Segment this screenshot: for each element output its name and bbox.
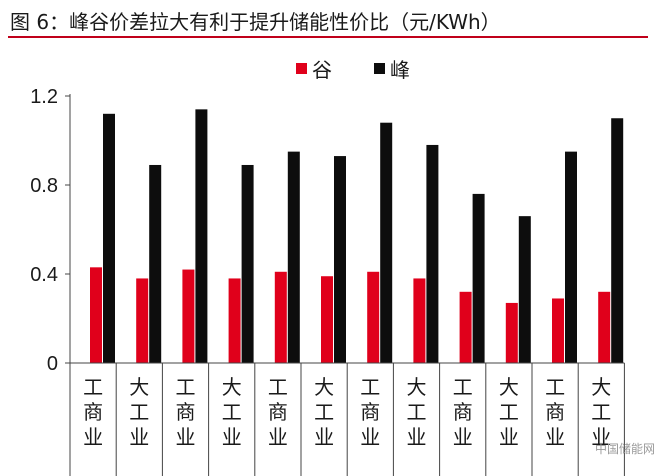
valley-bar [459, 291, 472, 363]
peak-bar [334, 156, 346, 363]
x-category-label: 大工业 [591, 375, 611, 449]
peak-bar [287, 151, 300, 363]
peak-bar [149, 164, 162, 363]
peak-bar [195, 109, 208, 363]
legend-swatch-peak [374, 63, 385, 74]
x-category-label: 工商业 [268, 375, 288, 449]
peak-bar [565, 151, 577, 363]
valley-bar [90, 267, 102, 363]
y-axis: 0 0.4 0.8 1.2 [30, 86, 71, 375]
x-category-label: 大工业 [499, 375, 519, 449]
x-category-label: 工商业 [453, 375, 473, 449]
valley-bar [321, 276, 333, 363]
x-category-label: 大工业 [407, 375, 427, 449]
x-category-label: 大工业 [222, 375, 242, 449]
y-tick-label: 0.4 [30, 264, 58, 286]
x-category-label: 工商业 [360, 375, 380, 449]
valley-bar [413, 278, 426, 363]
legend: 谷峰 [296, 58, 410, 82]
valley-bar [598, 291, 611, 363]
bars [90, 109, 624, 363]
y-tick-label: 0.8 [30, 175, 58, 197]
valley-bar [182, 269, 195, 363]
valley-bar [136, 278, 149, 363]
x-category-label: 大工业 [314, 375, 334, 449]
x-category-label: 工商业 [83, 375, 103, 449]
figure-title: 图 6：峰谷价差拉大有利于提升储能性价比（元/KWh） [10, 10, 501, 34]
title-divider [8, 36, 648, 38]
legend-label-valley: 谷 [312, 58, 332, 82]
peak-bar [518, 216, 531, 363]
valley-bar [505, 302, 518, 363]
legend-swatch-valley [296, 63, 307, 74]
x-axis: 工商业 大工业 工商业 大工业 工商业 大工业 工商业 大工业 工商业 大工业 工商业 大工业 [69, 362, 625, 476]
x-category-label: 工商业 [176, 375, 196, 449]
peak-bar [380, 122, 393, 363]
peak-bar [426, 144, 439, 363]
legend-label-peak: 峰 [390, 58, 410, 82]
x-category-label: 工商业 [545, 375, 565, 449]
peak-bar [241, 164, 254, 363]
valley-bar [552, 298, 564, 363]
x-category-label: 大工业 [129, 375, 149, 449]
valley-bar [367, 271, 380, 363]
valley-bar [274, 271, 287, 363]
watermark: 中国储能网 [594, 442, 655, 456]
peak-bar [611, 118, 624, 363]
peak-bar [103, 113, 115, 363]
y-tick-label: 0 [47, 353, 58, 375]
peak-bar [472, 193, 485, 363]
y-tick-label: 1.2 [30, 86, 58, 108]
valley-bar [228, 278, 241, 363]
